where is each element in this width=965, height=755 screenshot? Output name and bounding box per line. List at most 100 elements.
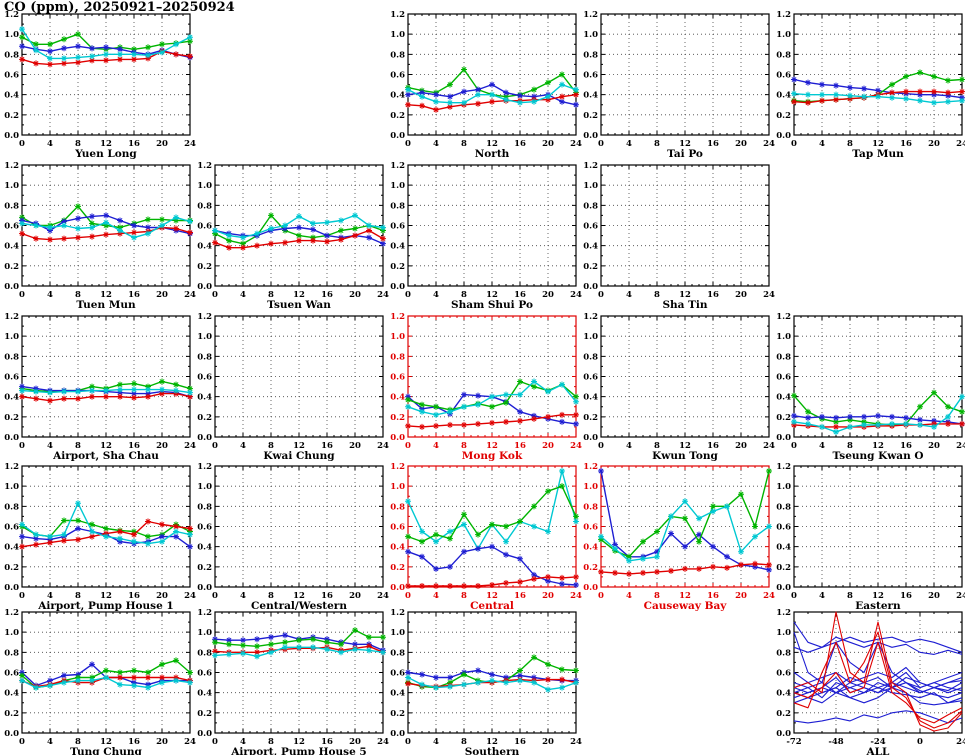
station-label-kwun-tong: Kwun Tong (652, 450, 718, 462)
y-tick-label: 1.2 (390, 462, 405, 472)
series-markers-cyan (791, 393, 965, 435)
x-tick-label: 12 (100, 290, 112, 300)
y-tick-label: 0.4 (4, 689, 19, 699)
y-tick-label: 1.0 (4, 628, 19, 638)
x-tick-label: 0 (19, 737, 25, 747)
station-label-tai-po: Tai Po (667, 148, 703, 160)
x-tick-label: 20 (542, 441, 554, 451)
y-tick-label: 0.0 (4, 131, 19, 141)
series-markers-red (405, 573, 579, 589)
x-tick-label: 4 (47, 290, 53, 300)
station-label-tuen-mun: Tuen Mun (76, 299, 136, 311)
x-tick-label: 8 (847, 591, 853, 601)
station-label-north: North (475, 148, 510, 160)
y-tick-label: 0.4 (197, 242, 212, 252)
y-tick-label: 1.0 (197, 482, 212, 492)
x-tick-label: 8 (654, 290, 660, 300)
x-tick-label: 12 (486, 441, 498, 451)
y-tick-label: 0.0 (583, 131, 598, 141)
y-tick-label: 1.0 (583, 181, 598, 191)
y-tick-label: 1.0 (583, 30, 598, 40)
page-title: CO (ppm), 20250921–20250924 (4, 0, 235, 15)
x-tick-label: 0 (405, 441, 411, 451)
y-tick-label: 0.6 (776, 523, 791, 533)
y-tick-label: 1.2 (390, 608, 405, 618)
y-tick-label: 0.8 (390, 352, 405, 362)
station-label-airport-pump-house-5: Airport, Pump House 5 (230, 746, 366, 755)
x-tick-label: 20 (542, 737, 554, 747)
station-label-tung-chung: Tung Chung (70, 746, 142, 755)
station-label-kwai-chung: Kwai Chung (263, 450, 335, 462)
station-label-causeway-bay: Causeway Bay (644, 600, 728, 612)
station-chart-kwun-tong: 0.0 0.2 0.4 0.6 0.8 1.0 1.2 0 4 8 12 16 20 24 Kwun Ton… (583, 312, 775, 462)
y-tick-label: 0.0 (583, 433, 598, 443)
station-chart-tai-po: 0.0 0.2 0.4 0.6 0.8 1.0 1.2 0 4 8 12 16 20 24 Tai Po (583, 10, 775, 160)
x-tick-label: 24 (763, 591, 775, 601)
y-tick-label: 0.0 (390, 433, 405, 443)
y-tick-label: 1.2 (583, 462, 598, 472)
x-tick-label: 24 (377, 737, 389, 747)
x-tick-label: 12 (872, 591, 884, 601)
station-chart-airport-pump-house-5: 0.0 0.2 0.4 0.6 0.8 1.0 1.2 0 4 8 12 16 20 24 Airport,… (197, 608, 389, 755)
x-tick-label: 8 (75, 591, 81, 601)
x-tick-label: 4 (433, 737, 439, 747)
y-tick-label: 0.8 (197, 502, 212, 512)
x-tick-label: 16 (128, 290, 140, 300)
x-tick-label: 12 (293, 441, 305, 451)
x-tick-label: 20 (156, 737, 168, 747)
y-tick-label: 0.2 (4, 262, 19, 272)
series-markers-green (405, 483, 579, 545)
y-tick-label: 0.2 (776, 563, 791, 573)
y-tick-label: 0.8 (4, 502, 19, 512)
series-markers-red (598, 560, 772, 577)
y-tick-label: 1.0 (583, 332, 598, 342)
y-tick-label: 0.0 (390, 282, 405, 292)
y-tick-label: 1.0 (390, 628, 405, 638)
series-markers-red (19, 390, 193, 404)
y-tick-label: 0.6 (197, 523, 212, 533)
station-chart-causeway-bay: 0.0 0.2 0.4 0.6 0.8 1.0 1.2 0 4 8 12 16 20 24 Causeway… (583, 462, 775, 612)
x-tick-label: 16 (128, 737, 140, 747)
y-tick-label: 0.6 (390, 523, 405, 533)
x-tick-label: 0 (598, 139, 604, 149)
x-tick-label: 4 (47, 441, 53, 451)
x-tick-label: 12 (486, 591, 498, 601)
series-line-blue (793, 687, 963, 706)
station-chart-yuen-long: 0.0 0.2 0.4 0.6 0.8 1.0 1.2 0 4 8 12 16 20 24 Yuen Lon… (4, 10, 196, 160)
x-tick-label: 16 (707, 290, 719, 300)
station-label-sha-tin: Sha Tin (662, 299, 707, 311)
series-markers-red (212, 227, 386, 251)
x-tick-label: 12 (872, 441, 884, 451)
station-label-central-western: Central/Western (251, 600, 347, 612)
x-tick-label: 12 (486, 290, 498, 300)
y-tick-label: 1.2 (583, 312, 598, 322)
x-tick-label: 12 (293, 290, 305, 300)
x-tick-label: 16 (514, 737, 526, 747)
x-tick-label: 0 (212, 737, 218, 747)
y-tick-label: 0.8 (583, 50, 598, 60)
station-chart-mong-kok: 0.0 0.2 0.4 0.6 0.8 1.0 1.2 0 4 8 12 16 20 24 Mong Kok (390, 312, 582, 462)
y-tick-label: 0.0 (197, 433, 212, 443)
x-tick-label: 8 (268, 737, 274, 747)
station-label-yuen-long: Yuen Long (74, 148, 137, 160)
y-tick-label: 0.4 (197, 689, 212, 699)
x-tick-label: 20 (349, 441, 361, 451)
x-tick-label: 0 (598, 591, 604, 601)
x-tick-label: 4 (240, 737, 246, 747)
station-chart-all: 0.0 0.2 0.4 0.6 0.8 1.0 1.2 -72 -48 -24 0 24 ALL (776, 608, 965, 755)
x-tick-label: 12 (100, 441, 112, 451)
y-tick-label: 0.4 (776, 91, 791, 101)
plot-border (600, 315, 770, 438)
x-tick-label: 16 (514, 441, 526, 451)
series-markers-green (212, 627, 386, 650)
y-tick-label: 1.0 (776, 482, 791, 492)
plot-border (600, 13, 770, 136)
x-tick-label: 20 (349, 591, 361, 601)
series-markers-cyan (212, 212, 386, 241)
station-chart-airport-pump-house-1: 0.0 0.2 0.4 0.6 0.8 1.0 1.2 0 4 8 12 16 20 24 Airport,… (4, 462, 196, 612)
y-tick-label: 1.0 (776, 332, 791, 342)
x-tick-label: 24 (763, 139, 775, 149)
x-tick-label: 0 (405, 591, 411, 601)
x-tick-label: 24 (184, 441, 196, 451)
